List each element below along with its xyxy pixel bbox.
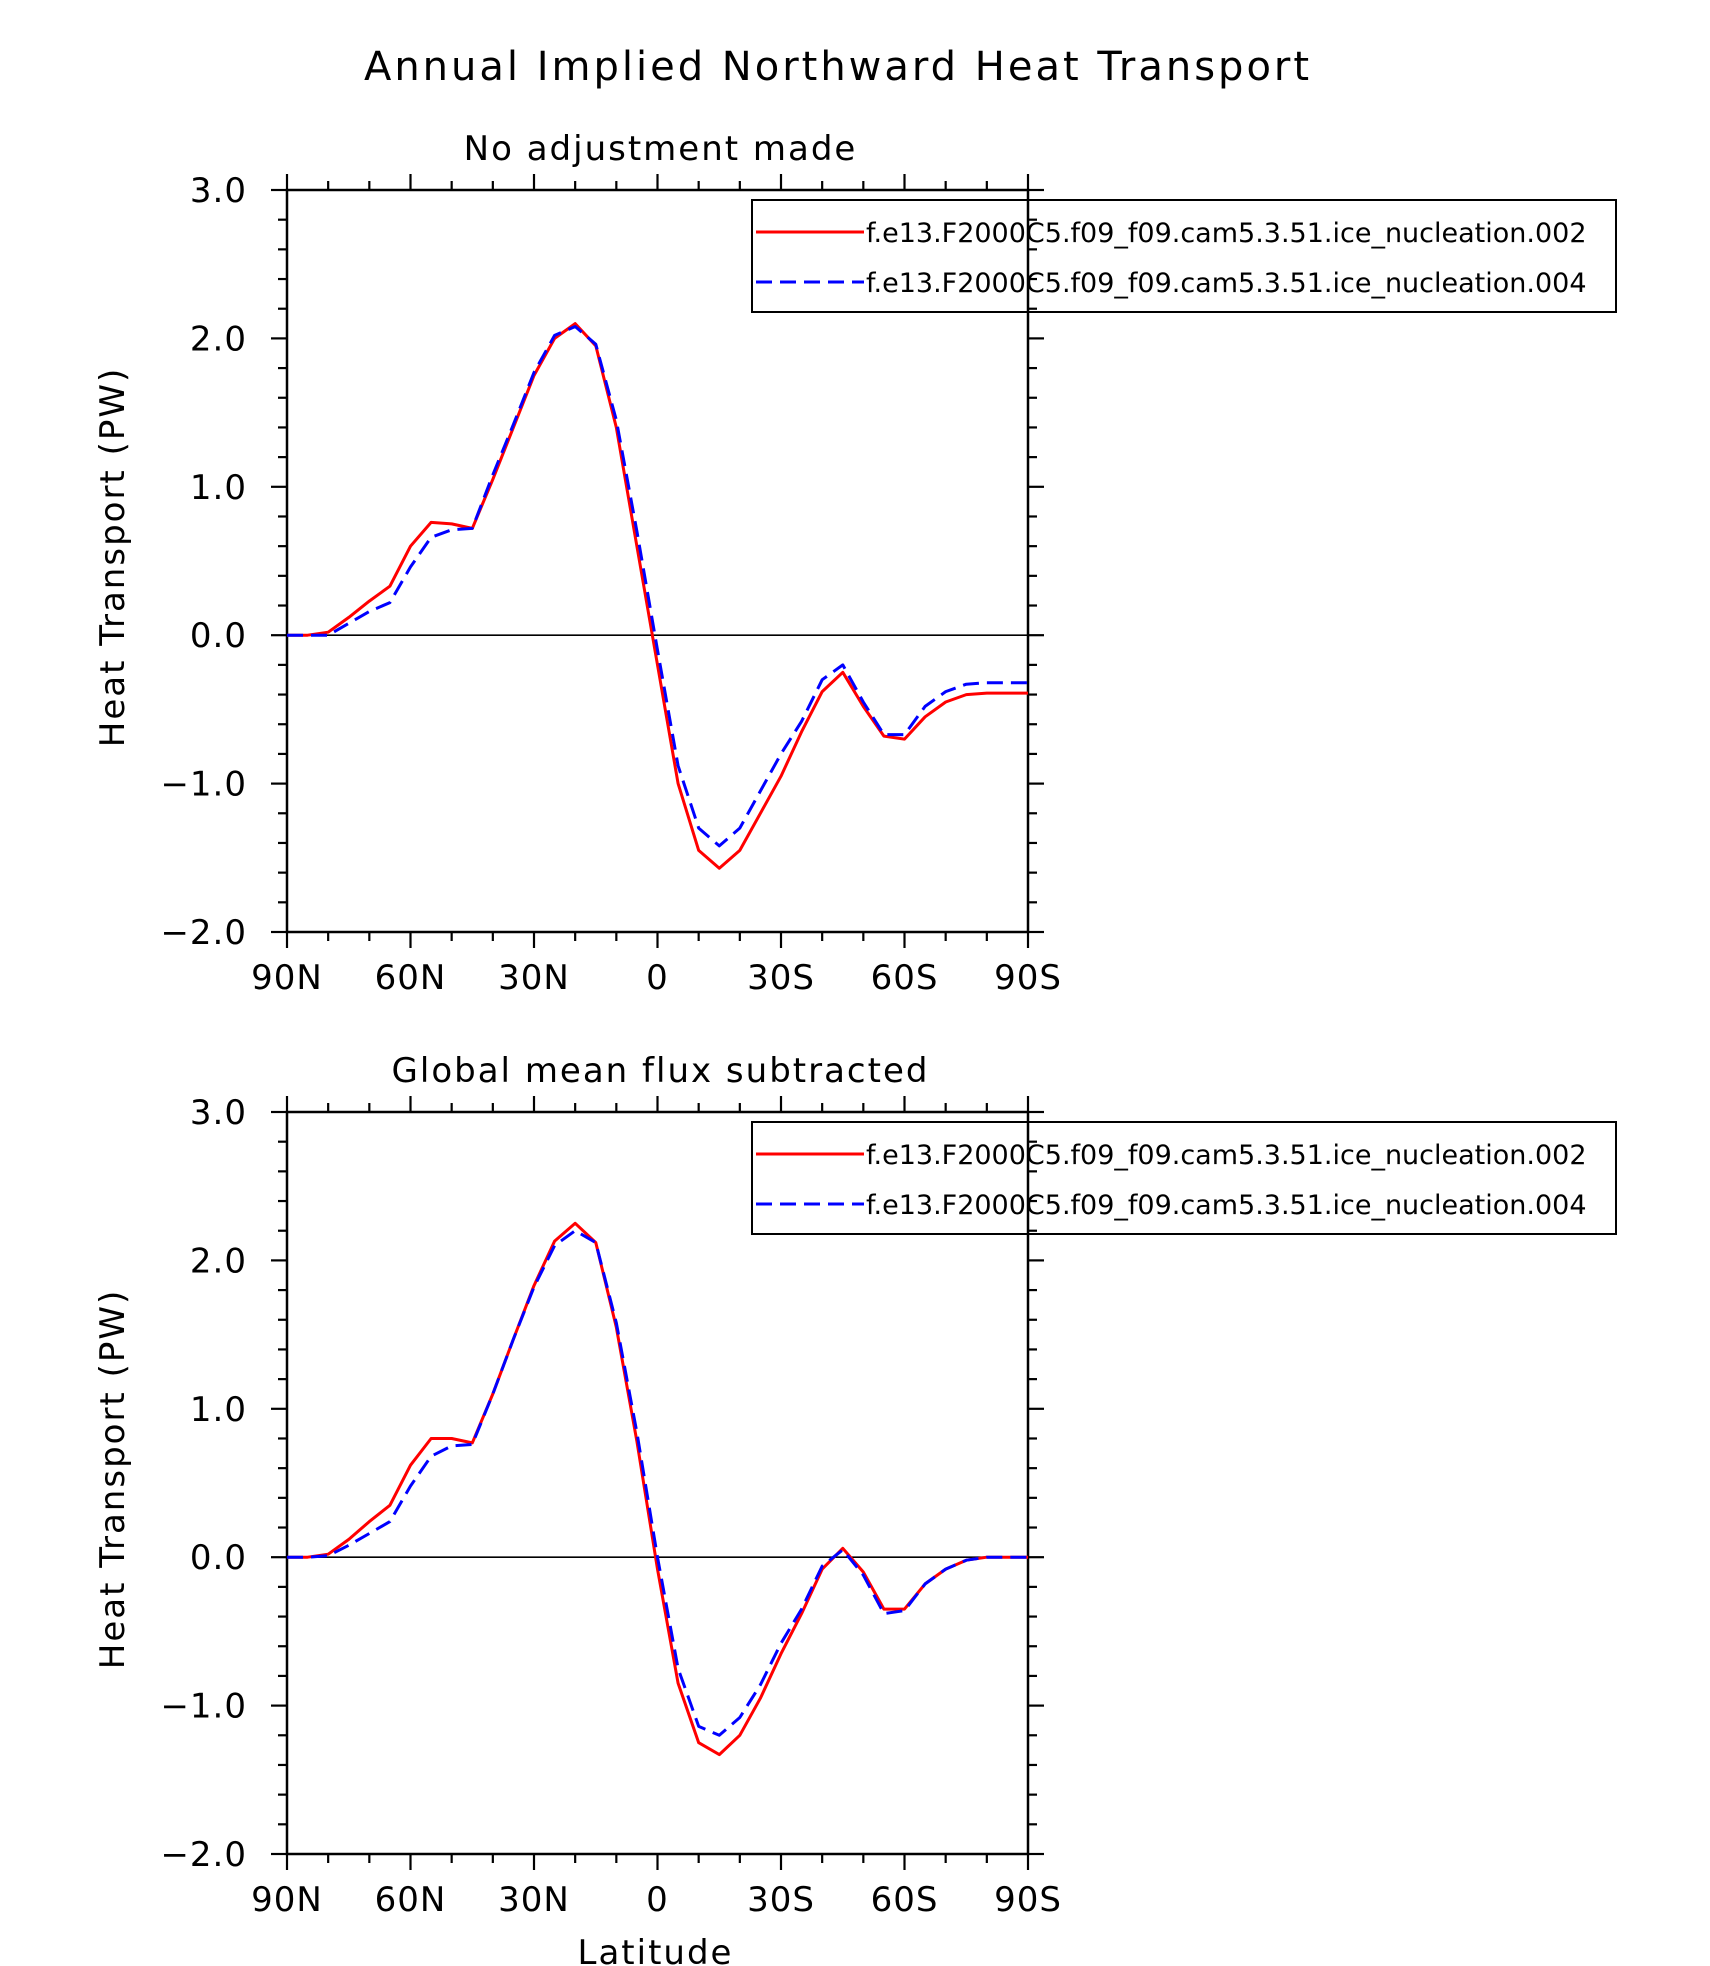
x-tick-label: 60S bbox=[871, 958, 939, 998]
x-tick-label: 90N bbox=[251, 958, 323, 998]
series-line-2 bbox=[287, 1229, 1028, 1737]
legend-label: f.e13.F2000C5.f09_f09.cam5.3.51.ice_nucl… bbox=[866, 1140, 1587, 1171]
y-tick-label: −1.0 bbox=[160, 1687, 247, 1727]
series-line-1 bbox=[287, 322, 1028, 870]
y-tick-label: −1.0 bbox=[160, 765, 247, 805]
panels: No adjustment made 90N 60N 30N 0 30S 60S 90S −2.… bbox=[93, 129, 1617, 1966]
x-tick-label: 0 bbox=[646, 958, 669, 998]
legend-label: f.e13.F2000C5.f09_f09.cam5.3.51.ice_nucl… bbox=[866, 1190, 1587, 1221]
x-tick-label: 30S bbox=[747, 1880, 815, 1920]
x-tick-label: 60N bbox=[375, 1880, 447, 1920]
x-tick-label: 90S bbox=[994, 1880, 1062, 1920]
x-tick-label: 90N bbox=[251, 1880, 323, 1920]
legend-box bbox=[751, 199, 1617, 313]
y-tick-label: 0.0 bbox=[190, 616, 247, 656]
legend-box bbox=[751, 1121, 1617, 1235]
y-tick-label: −2.0 bbox=[160, 913, 247, 953]
panel-title: Global mean flux subtracted bbox=[392, 1051, 930, 1091]
x-tick-label: 90S bbox=[994, 958, 1062, 998]
y-tick-label: 2.0 bbox=[190, 319, 247, 359]
x-tick-label: 60N bbox=[375, 958, 447, 998]
y-tick-label: −2.0 bbox=[160, 1835, 247, 1875]
y-axis-label: Heat Transport (PW) bbox=[93, 1289, 133, 1669]
y-tick-label: 1.0 bbox=[190, 468, 247, 508]
x-axis-label: Latitude bbox=[578, 1933, 734, 1966]
x-tick-label: 30N bbox=[498, 958, 570, 998]
x-tick-label: 0 bbox=[646, 1880, 669, 1920]
x-tick-label: 60S bbox=[871, 1880, 939, 1920]
legend-label: f.e13.F2000C5.f09_f09.cam5.3.51.ice_nucl… bbox=[866, 218, 1587, 249]
series-line-2 bbox=[287, 325, 1028, 848]
chart-panel-1: No adjustment made 90N 60N 30N 0 30S 60S 90S −2.… bbox=[93, 129, 1617, 998]
y-tick-label: 0.0 bbox=[190, 1538, 247, 1578]
legend: f.e13.F2000C5.f09_f09.cam5.3.51.ice_nucl… bbox=[751, 199, 1617, 313]
series-line-1 bbox=[287, 1221, 1028, 1757]
figure-title: Annual Implied Northward Heat Transport bbox=[364, 44, 1312, 90]
x-tick-label: 30N bbox=[498, 1880, 570, 1920]
y-tick-label: 3.0 bbox=[190, 1093, 247, 1133]
y-tick-label: 2.0 bbox=[190, 1241, 247, 1281]
x-tick-label: 30S bbox=[747, 958, 815, 998]
legend-label: f.e13.F2000C5.f09_f09.cam5.3.51.ice_nucl… bbox=[866, 268, 1587, 299]
y-axis-label: Heat Transport (PW) bbox=[93, 367, 133, 747]
y-tick-label: 1.0 bbox=[190, 1390, 247, 1430]
panel-title: No adjustment made bbox=[464, 129, 858, 169]
chart-panel-2: Global mean flux subtracted 90N 60N 30N 0 30S… bbox=[93, 1051, 1617, 1966]
legend: f.e13.F2000C5.f09_f09.cam5.3.51.ice_nucl… bbox=[751, 1121, 1617, 1235]
y-tick-label: 3.0 bbox=[190, 171, 247, 211]
